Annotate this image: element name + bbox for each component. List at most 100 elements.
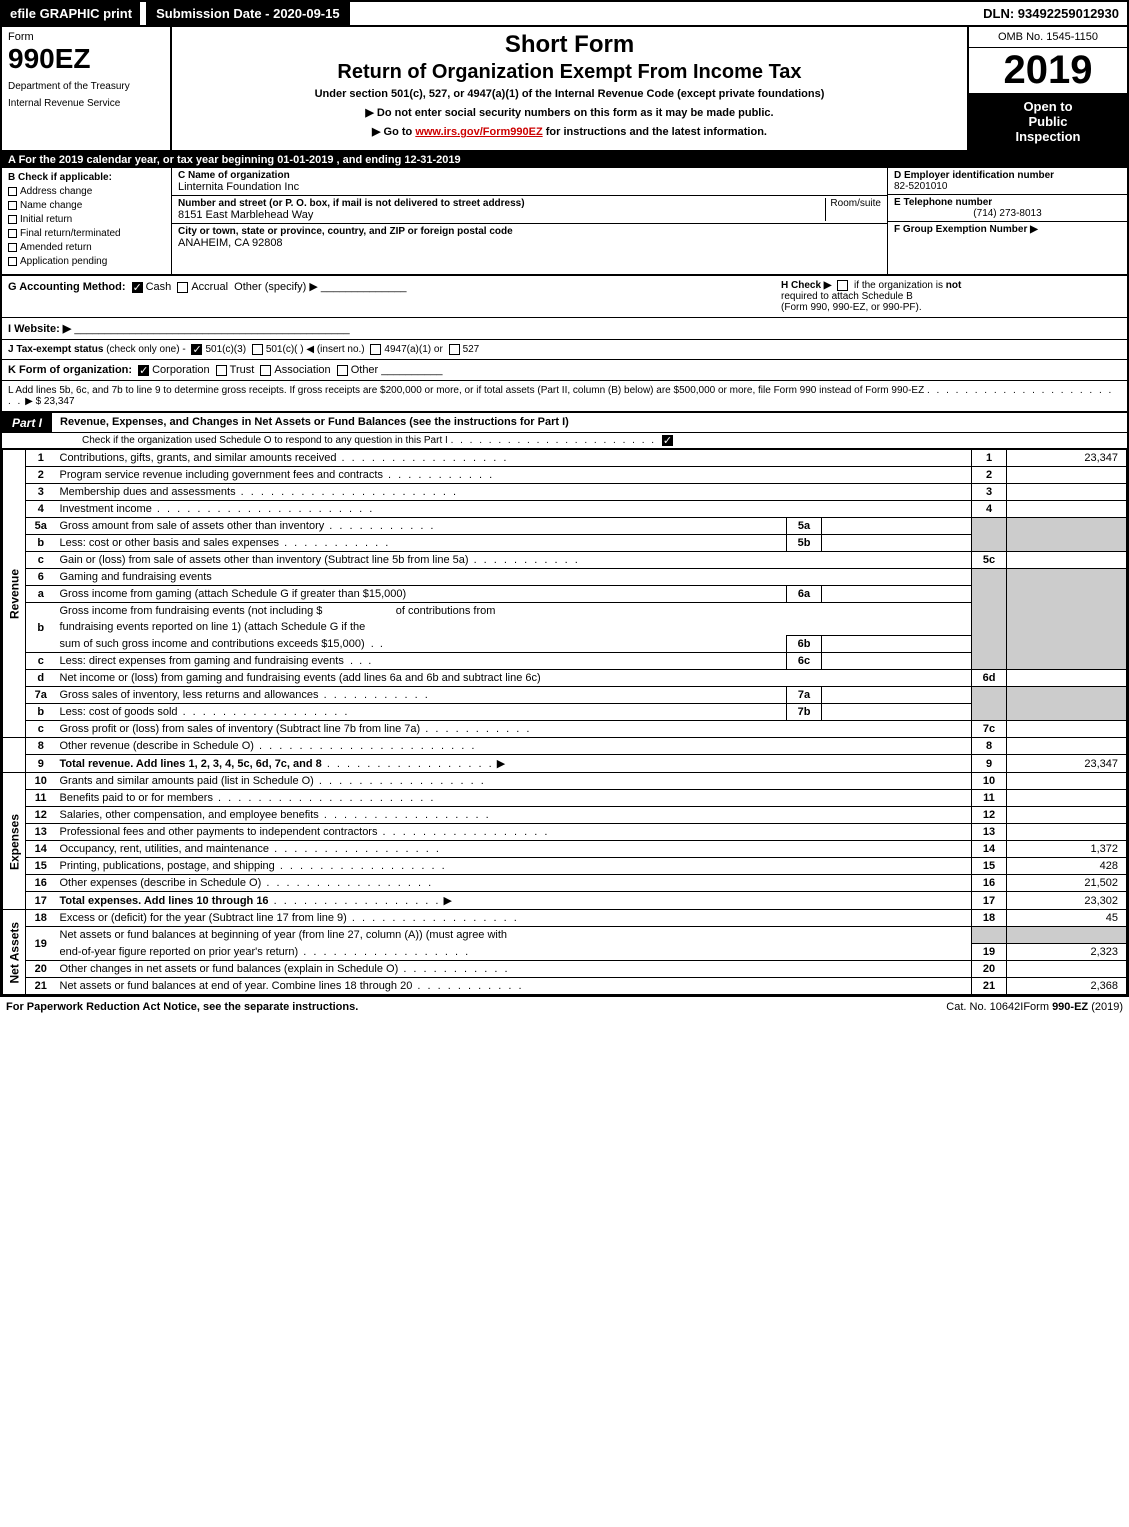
line-8: 8 Other revenue (describe in Schedule O)…	[3, 738, 1127, 755]
l5c-desc: Gain or (loss) from sale of assets other…	[60, 554, 469, 566]
chk-association[interactable]	[260, 365, 271, 376]
l5a-desc: Gross amount from sale of assets other t…	[60, 520, 325, 532]
form-document: efile GRAPHIC print Submission Date - 20…	[0, 0, 1129, 997]
footer: For Paperwork Reduction Act Notice, see …	[0, 997, 1129, 1017]
l15-val: 428	[1007, 858, 1127, 875]
section-i: I Website: ▶ ___________________________…	[2, 318, 1127, 340]
h-text1: if the organization is	[854, 280, 946, 291]
section-a-period: A For the 2019 calendar year, or tax yea…	[2, 152, 1127, 168]
section-e: E Telephone number (714) 273-8013	[888, 195, 1127, 222]
chk-501c[interactable]	[252, 344, 263, 355]
inspection-box: Open to Public Inspection	[969, 93, 1127, 150]
l18-val: 45	[1007, 910, 1127, 927]
j-note: (check only one) -	[106, 344, 185, 355]
info-grid: B Check if applicable: Address change Na…	[2, 168, 1127, 276]
l18-desc: Excess or (deficit) for the year (Subtra…	[60, 912, 347, 924]
footer-catno: Cat. No. 10642I	[946, 1001, 1023, 1013]
form-number: 990EZ	[8, 43, 164, 75]
chk-accrual[interactable]	[177, 282, 188, 293]
chk-schedule-o[interactable]	[662, 435, 673, 446]
l8-desc: Other revenue (describe in Schedule O)	[60, 740, 254, 752]
line-6b-2: fundraising events reported on line 1) (…	[3, 619, 1127, 636]
line-6c: c Less: direct expenses from gaming and …	[3, 653, 1127, 670]
l12-desc: Salaries, other compensation, and employ…	[60, 809, 319, 821]
line-7b: b Less: cost of goods sold 7b	[3, 704, 1127, 721]
chk-trust[interactable]	[216, 365, 227, 376]
header-right: OMB No. 1545-1150 2019 Open to Public In…	[967, 27, 1127, 150]
k-corp: Corporation	[152, 364, 209, 376]
instructions-line: ▶ Go to www.irs.gov/Form990EZ for instru…	[180, 125, 959, 138]
chk-initial-return[interactable]: Initial return	[8, 214, 165, 225]
sidebar-expenses: Expenses	[3, 773, 26, 910]
l5b-desc: Less: cost or other basis and sales expe…	[60, 537, 280, 549]
chk-final-return[interactable]: Final return/terminated	[8, 228, 165, 239]
l3-val	[1007, 484, 1127, 501]
dept-treasury: Department of the Treasury	[8, 81, 164, 92]
chk-527[interactable]	[449, 344, 460, 355]
l21-desc: Net assets or fund balances at end of ye…	[60, 980, 413, 992]
k-trust: Trust	[230, 364, 255, 376]
l-text: L Add lines 5b, 6c, and 7b to line 9 to …	[8, 385, 924, 396]
section-f: F Group Exemption Number ▶	[888, 222, 1127, 274]
irs-link[interactable]: www.irs.gov/Form990EZ	[415, 126, 542, 138]
chk-application-pending[interactable]: Application pending	[8, 256, 165, 267]
city-value: ANAHEIM, CA 92808	[178, 237, 881, 249]
j-opt3: 4947(a)(1) or	[384, 344, 442, 355]
chk-address-change[interactable]: Address change	[8, 186, 165, 197]
chk-cash[interactable]	[132, 282, 143, 293]
city-label: City or town, state or province, country…	[178, 226, 881, 237]
h-not: not	[946, 280, 962, 291]
ssn-warning: ▶ Do not enter social security numbers o…	[180, 106, 959, 119]
l5c-val	[1007, 552, 1127, 569]
chk-corporation[interactable]	[138, 365, 149, 376]
section-k: K Form of organization: Corporation Trus…	[2, 360, 1127, 381]
part1-title: Revenue, Expenses, and Changes in Net As…	[52, 413, 1127, 433]
efile-label: efile GRAPHIC print	[2, 2, 140, 25]
line-21: 21 Net assets or fund balances at end of…	[3, 977, 1127, 994]
l3-desc: Membership dues and assessments	[60, 486, 236, 498]
line-9: 9 Total revenue. Add lines 1, 2, 3, 4, 5…	[3, 755, 1127, 773]
line-7c: c Gross profit or (loss) from sales of i…	[3, 721, 1127, 738]
chk-name-change[interactable]: Name change	[8, 200, 165, 211]
l-amount: ▶ $ 23,347	[25, 396, 74, 407]
website-label: I Website: ▶	[8, 323, 71, 335]
line-3: 3 Membership dues and assessments 3	[3, 484, 1127, 501]
j-opt1: 501(c)(3)	[205, 344, 246, 355]
l6b-d3: fundraising events reported on line 1) (…	[56, 619, 972, 636]
l4-desc: Investment income	[60, 503, 152, 515]
part1-check-o: Check if the organization used Schedule …	[2, 433, 1127, 449]
chk-other[interactable]	[337, 365, 348, 376]
l14-desc: Occupancy, rent, utilities, and maintena…	[60, 843, 270, 855]
header-center: Short Form Return of Organization Exempt…	[172, 27, 967, 150]
info-right: D Employer identification number 82-5201…	[887, 168, 1127, 274]
goto-prefix: ▶ Go to	[372, 126, 415, 138]
l13-desc: Professional fees and other payments to …	[60, 826, 378, 838]
l20-desc: Other changes in net assets or fund bala…	[60, 963, 399, 975]
line-19-2: end-of-year figure reported on prior yea…	[3, 943, 1127, 960]
k-assoc: Association	[274, 364, 330, 376]
chk-amended-return[interactable]: Amended return	[8, 242, 165, 253]
l17-desc: Total expenses. Add lines 10 through 16	[60, 895, 269, 907]
l11-val	[1007, 790, 1127, 807]
chk-schedule-b[interactable]	[837, 280, 848, 291]
l19-d2: end-of-year figure reported on prior yea…	[60, 946, 299, 958]
inspection-l2: Public	[973, 114, 1123, 129]
l11-desc: Benefits paid to or for members	[60, 792, 213, 804]
l19-d1: Net assets or fund balances at beginning…	[56, 927, 972, 944]
ein-value: 82-5201010	[894, 181, 1121, 192]
goto-suffix: for instructions and the latest informat…	[543, 126, 767, 138]
top-bar: efile GRAPHIC print Submission Date - 20…	[2, 2, 1127, 27]
chk-501c3[interactable]	[191, 344, 202, 355]
line-7a: 7a Gross sales of inventory, less return…	[3, 687, 1127, 704]
part1-header: Part I Revenue, Expenses, and Changes in…	[2, 413, 1127, 433]
header-left: Form 990EZ Department of the Treasury In…	[2, 27, 172, 150]
l19-val: 2,323	[1007, 943, 1127, 960]
l16-desc: Other expenses (describe in Schedule O)	[60, 877, 262, 889]
l9-desc: Total revenue. Add lines 1, 2, 3, 4, 5c,…	[60, 758, 322, 770]
l6d-desc: Net income or (loss) from gaming and fun…	[56, 670, 972, 687]
submission-date: Submission Date - 2020-09-15	[146, 2, 350, 25]
section-c: C Name of organization Linternita Founda…	[172, 168, 887, 274]
line-6: 6 Gaming and fundraising events	[3, 569, 1127, 586]
chk-4947[interactable]	[370, 344, 381, 355]
line-6a: a Gross income from gaming (attach Sched…	[3, 586, 1127, 603]
